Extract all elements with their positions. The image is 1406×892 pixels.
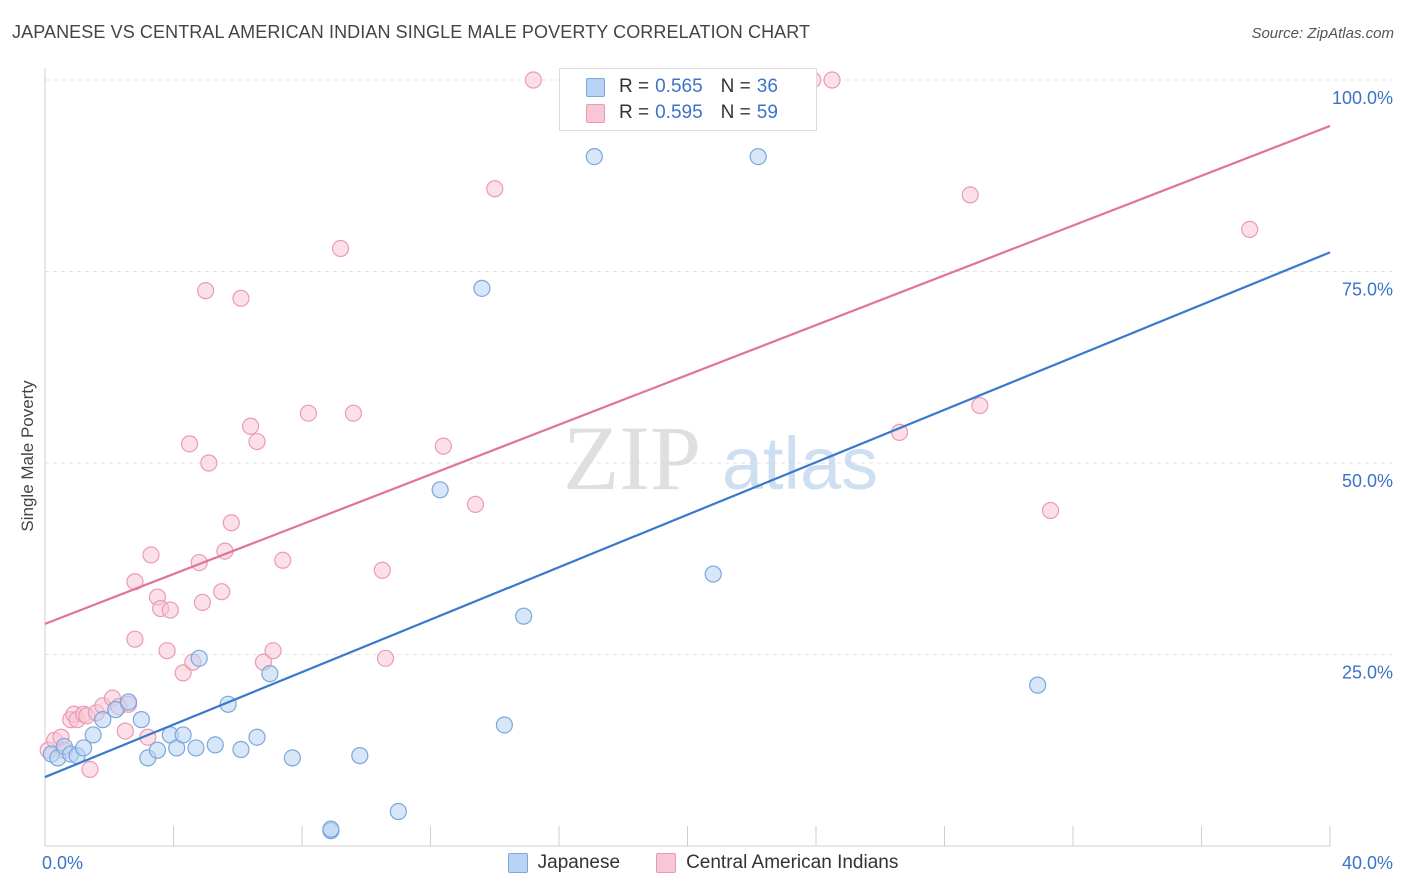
- y-tick-label: 100.0%: [1332, 88, 1393, 108]
- axes: [44, 68, 1331, 847]
- watermark: ZIP atlas: [563, 407, 878, 509]
- point-japanese: [74, 739, 93, 757]
- legend-r-value-japanese: 0.565: [655, 76, 703, 97]
- series-japanese: [42, 148, 1047, 840]
- legend-swatch-cai: [586, 103, 605, 123]
- legend-row-cai: R = 0.595 N = 59: [586, 101, 778, 125]
- legend-label-cai: Central American Indians: [686, 852, 899, 873]
- point-central-american-indians: [971, 396, 989, 415]
- point-japanese: [515, 607, 533, 625]
- point-central-american-indians: [248, 432, 266, 451]
- point-japanese: [84, 726, 102, 744]
- point-central-american-indians: [1241, 220, 1259, 238]
- point-central-american-indians: [274, 551, 292, 569]
- point-central-american-indians: [142, 546, 160, 564]
- trendlines: [44, 124, 1331, 779]
- point-central-american-indians: [1041, 501, 1060, 520]
- point-japanese: [749, 148, 767, 166]
- legend-swatch-japanese: [586, 77, 605, 97]
- point-central-american-indians: [373, 561, 391, 579]
- legend-n-value-cai: 59: [756, 102, 778, 123]
- point-japanese: [389, 802, 407, 821]
- legend-row-japanese: R = 0.565 N = 36: [586, 75, 778, 99]
- point-japanese: [322, 820, 340, 838]
- point-central-american-indians: [466, 495, 485, 513]
- chart-title: JAPANESE VS CENTRAL AMERICAN INDIAN SING…: [12, 22, 811, 42]
- source-label: Source: ZipAtlas.com: [1251, 25, 1394, 42]
- point-central-american-indians: [524, 71, 542, 89]
- point-central-american-indians: [161, 601, 179, 619]
- y-tick-label: 75.0%: [1342, 280, 1393, 300]
- trendline-japanese: [44, 251, 1331, 779]
- stats-legend: R = 0.565 N = 36 R = 0.595 N = 59: [559, 68, 817, 131]
- series-legend: Japanese Central American Indians: [0, 852, 1406, 874]
- point-japanese: [704, 565, 722, 583]
- point-central-american-indians: [81, 760, 99, 779]
- legend-label-japanese: Japanese: [537, 852, 621, 873]
- point-central-american-indians: [180, 435, 199, 453]
- legend-r-label: R =: [619, 102, 650, 123]
- point-central-american-indians: [242, 417, 260, 435]
- y-tick-label: 25.0%: [1342, 663, 1393, 683]
- point-japanese: [232, 740, 250, 759]
- legend-item-japanese[interactable]: Japanese: [507, 852, 621, 874]
- x-tick-label: 40.0%: [1342, 853, 1393, 873]
- point-japanese: [1029, 676, 1047, 694]
- point-japanese: [473, 279, 491, 297]
- point-central-american-indians: [331, 239, 350, 258]
- point-central-american-indians: [213, 583, 231, 601]
- point-japanese: [248, 728, 266, 746]
- point-japanese: [132, 711, 150, 729]
- point-central-american-indians: [264, 642, 282, 660]
- tick-labels: 25.0% 50.0% 75.0% 100.0% 0.0% 40.0%: [42, 88, 1393, 873]
- point-japanese: [190, 649, 208, 667]
- point-central-american-indians: [376, 649, 395, 667]
- point-central-american-indians: [126, 630, 144, 648]
- point-central-american-indians: [344, 404, 362, 422]
- point-central-american-indians: [200, 454, 218, 472]
- trendline-central-american-indians: [44, 124, 1331, 625]
- point-japanese: [351, 747, 369, 765]
- point-japanese: [148, 741, 167, 759]
- point-central-american-indians: [823, 71, 841, 89]
- point-central-american-indians: [174, 664, 192, 682]
- point-japanese: [585, 148, 603, 166]
- point-japanese: [119, 693, 138, 711]
- legend-r-label: R =: [619, 76, 650, 97]
- point-japanese: [283, 749, 301, 767]
- y-tick-label: 50.0%: [1342, 471, 1393, 491]
- point-central-american-indians: [486, 180, 504, 198]
- point-central-american-indians: [299, 404, 318, 422]
- legend-swatch-cai: [656, 853, 677, 873]
- legend-item-cai[interactable]: Central American Indians: [656, 852, 898, 874]
- point-central-american-indians: [116, 722, 134, 740]
- point-central-american-indians: [961, 186, 979, 204]
- point-japanese: [261, 665, 279, 683]
- watermark-atlas: atlas: [722, 422, 878, 505]
- x-tick-label: 0.0%: [42, 853, 83, 873]
- legend-r-value-cai: 0.595: [655, 102, 703, 123]
- watermark-zip: ZIP: [563, 407, 701, 509]
- point-japanese: [174, 726, 192, 744]
- legend-n-label: N =: [720, 102, 751, 123]
- legend-swatch-japanese: [507, 853, 528, 873]
- point-japanese: [431, 481, 449, 499]
- point-central-american-indians: [232, 289, 250, 307]
- legend-n-value-japanese: 36: [756, 76, 778, 97]
- point-central-american-indians: [222, 514, 240, 532]
- point-central-american-indians: [434, 437, 452, 455]
- point-japanese: [206, 736, 224, 754]
- point-japanese: [495, 716, 513, 734]
- point-japanese: [187, 739, 205, 757]
- point-central-american-indians: [193, 593, 212, 612]
- point-central-american-indians: [158, 642, 176, 660]
- legend-n-label: N =: [720, 76, 751, 97]
- point-japanese: [107, 701, 125, 719]
- point-central-american-indians: [197, 282, 215, 300]
- point-japanese: [94, 711, 112, 729]
